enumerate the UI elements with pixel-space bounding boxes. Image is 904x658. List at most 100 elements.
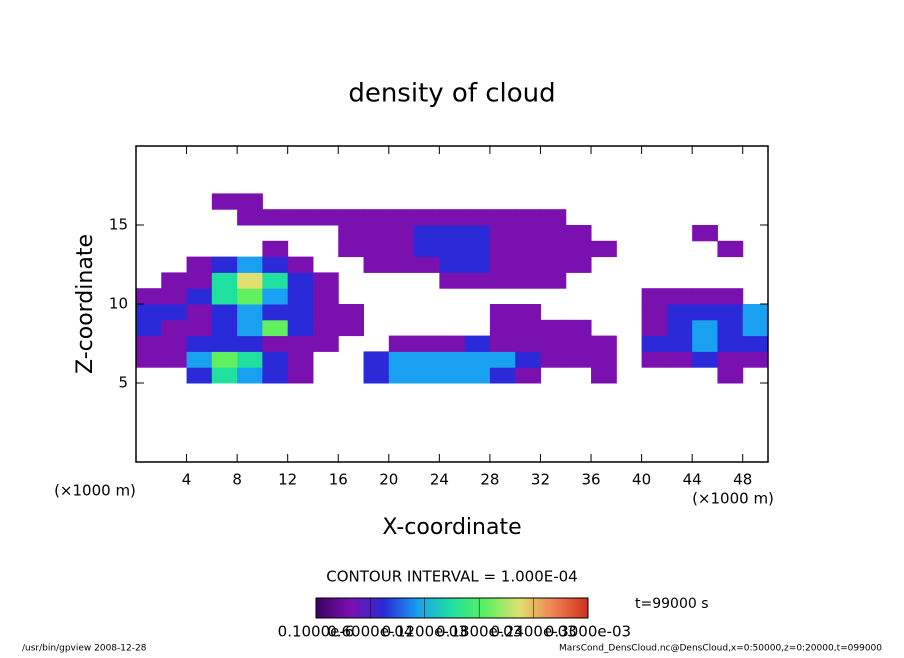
cell <box>262 335 289 352</box>
cell <box>388 335 415 352</box>
cell <box>161 335 188 352</box>
cell <box>515 256 541 273</box>
contour-interval: CONTOUR INTERVAL = 1.000E-04 <box>326 568 577 586</box>
cell <box>515 209 541 226</box>
cell <box>363 209 390 226</box>
cell <box>641 288 668 305</box>
cell <box>363 225 390 242</box>
cell <box>565 351 592 368</box>
cell <box>515 335 541 352</box>
cell <box>489 240 516 258</box>
cell <box>742 351 769 368</box>
cell <box>161 351 188 368</box>
x-tick-label: 40 <box>632 471 651 489</box>
cell <box>641 304 668 321</box>
cell <box>211 351 238 368</box>
cell <box>565 240 592 258</box>
cell <box>540 209 567 226</box>
cell <box>489 319 516 337</box>
x-unit: (×1000 m) <box>692 490 774 508</box>
cell <box>136 319 162 337</box>
cell <box>540 240 567 258</box>
cell <box>692 351 718 368</box>
cell <box>540 256 567 273</box>
cell <box>211 288 238 305</box>
cell <box>591 240 617 258</box>
cell <box>287 351 314 368</box>
cell <box>161 272 188 289</box>
cell <box>464 351 491 368</box>
cell <box>161 304 188 321</box>
cell <box>262 288 289 305</box>
cell <box>717 288 744 305</box>
cell <box>186 351 213 368</box>
cell <box>312 335 339 352</box>
cell <box>464 367 491 384</box>
cell <box>338 319 365 337</box>
cell <box>161 288 188 305</box>
footer-left: /usr/bin/gpview 2008-12-28 <box>22 644 147 654</box>
cell <box>186 288 213 305</box>
cell <box>666 335 693 352</box>
cell <box>287 335 314 352</box>
cell <box>211 335 238 352</box>
cell <box>666 304 693 321</box>
cell <box>439 240 466 258</box>
colorbar-label: 0.6000e-04 <box>327 623 413 641</box>
cell <box>666 319 693 337</box>
cell <box>136 351 162 368</box>
cell <box>692 288 718 305</box>
x-tick-label: 28 <box>480 471 499 489</box>
cell <box>540 319 567 337</box>
cell <box>363 367 390 384</box>
cell <box>666 351 693 368</box>
cell <box>464 272 491 289</box>
x-tick-label: 4 <box>182 471 192 489</box>
cell <box>186 319 213 337</box>
cell <box>363 351 390 368</box>
cell <box>692 304 718 321</box>
cell <box>312 319 339 337</box>
cell <box>287 256 314 273</box>
chart-title: density of cloud <box>348 79 555 109</box>
x-tick-label: 20 <box>379 471 398 489</box>
cell <box>211 256 238 273</box>
x-tick-label: 36 <box>581 471 600 489</box>
cell <box>211 304 238 321</box>
time-label: t=99000 s <box>635 596 709 612</box>
x-tick-label: 48 <box>733 471 752 489</box>
cell <box>186 304 213 321</box>
cell <box>338 209 365 226</box>
cell <box>439 367 466 384</box>
cell <box>388 351 415 368</box>
cell <box>565 225 592 242</box>
cell <box>414 367 440 384</box>
cell <box>237 193 263 210</box>
cell <box>717 367 744 384</box>
cell <box>414 256 440 273</box>
cell <box>287 288 314 305</box>
x-tick-label: 44 <box>683 471 702 489</box>
cell <box>439 335 466 352</box>
cell <box>237 288 263 305</box>
cell <box>717 304 744 321</box>
x-tick-label: 12 <box>278 471 297 489</box>
cell <box>186 367 213 384</box>
cell <box>237 319 263 337</box>
cell <box>515 319 541 337</box>
colorbar-label: 0.2400e-03 <box>490 623 576 641</box>
cell <box>211 193 238 210</box>
cell <box>338 225 365 242</box>
cell <box>312 304 339 321</box>
cell <box>237 351 263 368</box>
cell <box>692 319 718 337</box>
cell <box>237 209 263 226</box>
cell <box>439 351 466 368</box>
cell <box>136 304 162 321</box>
colorbar-label: 0.1800e-03 <box>436 623 522 641</box>
x-tick-label: 24 <box>430 471 449 489</box>
cell <box>161 319 188 337</box>
cell <box>262 256 289 273</box>
cell <box>565 319 592 337</box>
cell <box>591 335 617 352</box>
